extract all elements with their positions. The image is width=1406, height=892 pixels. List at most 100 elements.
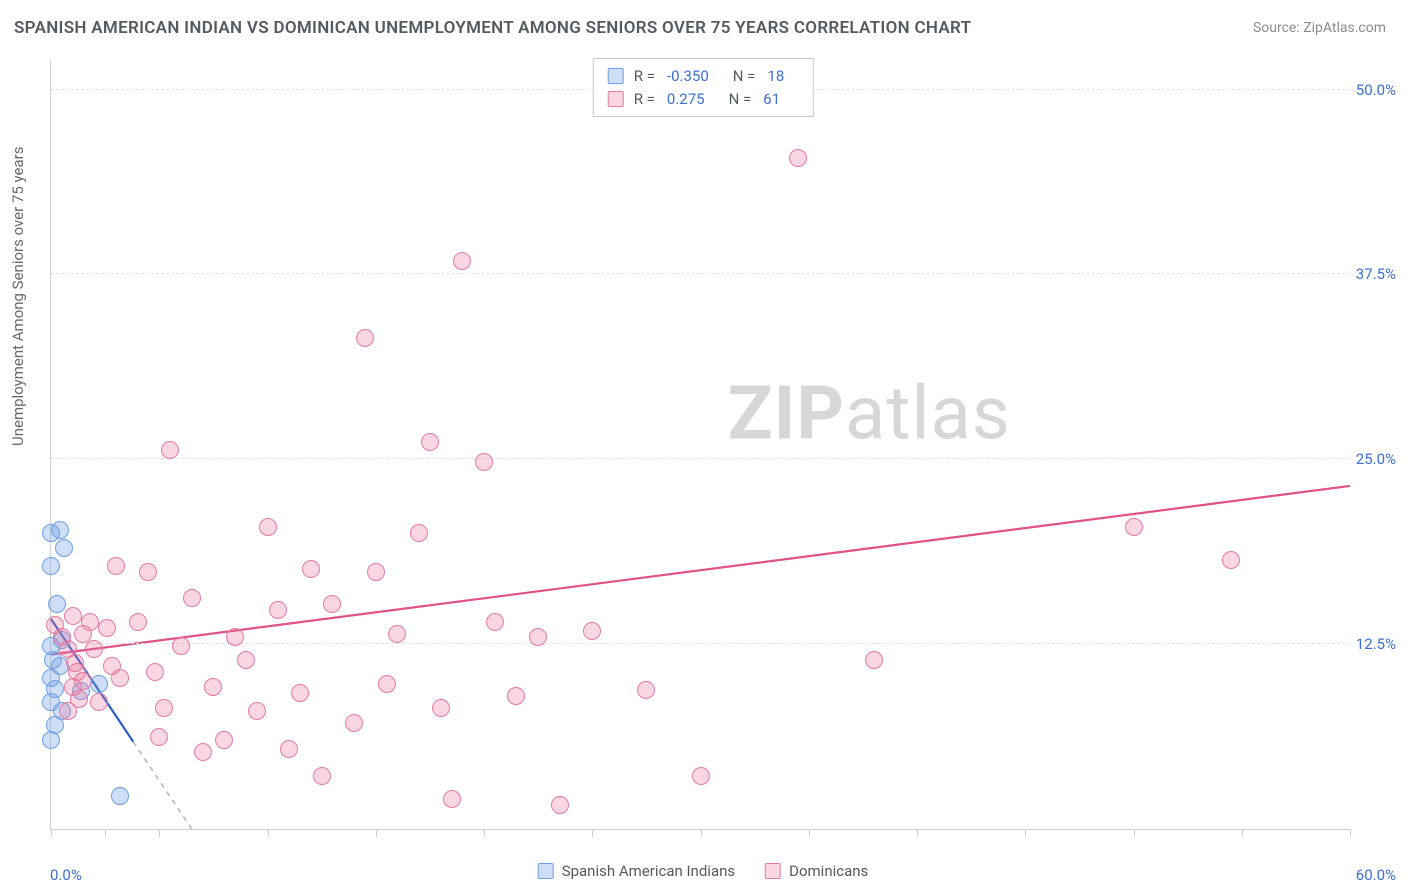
legend-item-sai: Spanish American Indians xyxy=(538,862,735,880)
gridline-h xyxy=(51,458,1350,459)
correlation-chart: SPANISH AMERICAN INDIAN VS DOMINICAN UNE… xyxy=(0,0,1406,892)
series-legend: Spanish American Indians Dominicans xyxy=(538,862,869,880)
data-point-dom xyxy=(789,149,807,167)
data-point-dom xyxy=(64,607,82,625)
x-tick xyxy=(484,829,485,837)
stats-row-sai: R = -0.350 N = 18 xyxy=(608,65,799,88)
data-point-dom xyxy=(215,731,233,749)
data-point-dom xyxy=(475,453,493,471)
data-point-dom xyxy=(443,790,461,808)
y-tick-label: 37.5% xyxy=(1356,265,1396,283)
data-point-sai xyxy=(90,675,108,693)
x-tick xyxy=(1242,829,1243,837)
n-value-dom: 61 xyxy=(763,88,780,111)
r-label: R = xyxy=(634,88,655,111)
data-point-dom xyxy=(226,628,244,646)
r-label: R = xyxy=(634,65,655,88)
data-point-dom xyxy=(139,563,157,581)
x-tick xyxy=(1025,829,1026,837)
x-tick xyxy=(809,829,810,837)
swatch-dom xyxy=(608,91,624,107)
data-point-dom xyxy=(81,613,99,631)
data-point-dom xyxy=(486,613,504,631)
y-axis-label: Unemployment Among Seniors over 75 years xyxy=(9,147,27,446)
data-point-dom xyxy=(248,702,266,720)
data-point-sai xyxy=(42,731,60,749)
data-point-dom xyxy=(583,622,601,640)
x-tick xyxy=(159,829,160,837)
r-value-sai: -0.350 xyxy=(667,65,709,88)
data-point-dom xyxy=(345,714,363,732)
stats-legend: R = -0.350 N = 18 R = 0.275 N = 61 xyxy=(593,58,814,117)
gridline-h xyxy=(51,643,1350,644)
data-point-dom xyxy=(155,699,173,717)
swatch-sai xyxy=(538,863,554,879)
r-value-dom: 0.275 xyxy=(667,88,705,111)
data-point-sai xyxy=(55,539,73,557)
trend-lines xyxy=(51,60,1350,829)
data-point-dom xyxy=(98,619,116,637)
x-tick xyxy=(592,829,593,837)
source-label: Source: ZipAtlas.com xyxy=(1253,20,1386,36)
data-point-dom xyxy=(453,252,471,270)
data-point-dom xyxy=(865,651,883,669)
data-point-dom xyxy=(323,595,341,613)
data-point-dom xyxy=(302,560,320,578)
data-point-dom xyxy=(692,767,710,785)
swatch-dom xyxy=(765,863,781,879)
data-point-dom xyxy=(111,669,129,687)
data-point-dom xyxy=(529,628,547,646)
gridline-h xyxy=(51,273,1350,274)
plot-area: ZIPatlas xyxy=(50,60,1350,830)
data-point-dom xyxy=(150,728,168,746)
x-tick xyxy=(268,829,269,837)
data-point-dom xyxy=(432,699,450,717)
y-tick-label: 12.5% xyxy=(1356,635,1396,653)
data-point-dom xyxy=(194,743,212,761)
data-point-dom xyxy=(85,640,103,658)
y-tick-label: 25.0% xyxy=(1356,450,1396,468)
x-tick xyxy=(917,829,918,837)
y-tick-label: 50.0% xyxy=(1356,81,1396,99)
x-axis-max-label: 60.0% xyxy=(1356,866,1396,884)
data-point-dom xyxy=(129,613,147,631)
data-point-dom xyxy=(637,681,655,699)
data-point-dom xyxy=(507,687,525,705)
chart-title: SPANISH AMERICAN INDIAN VS DOMINICAN UNE… xyxy=(14,18,971,38)
legend-item-dom: Dominicans xyxy=(765,862,868,880)
data-point-dom xyxy=(378,675,396,693)
x-tick xyxy=(701,829,702,837)
n-value-sai: 18 xyxy=(767,65,784,88)
data-point-sai xyxy=(42,557,60,575)
data-point-dom xyxy=(313,767,331,785)
data-point-dom xyxy=(280,740,298,758)
x-tick xyxy=(105,829,106,837)
data-point-dom xyxy=(551,796,569,814)
data-point-dom xyxy=(1125,518,1143,536)
x-tick xyxy=(1350,829,1351,837)
data-point-dom xyxy=(367,563,385,581)
data-point-dom xyxy=(356,329,374,347)
data-point-dom xyxy=(1222,551,1240,569)
data-point-dom xyxy=(172,637,190,655)
data-point-dom xyxy=(107,557,125,575)
data-point-dom xyxy=(410,524,428,542)
data-point-dom xyxy=(291,684,309,702)
x-tick xyxy=(1134,829,1135,837)
data-point-sai xyxy=(48,595,66,613)
legend-label-sai: Spanish American Indians xyxy=(562,862,735,880)
legend-label-dom: Dominicans xyxy=(789,862,868,880)
data-point-sai xyxy=(111,787,129,805)
x-axis-min-label: 0.0% xyxy=(50,866,82,884)
data-point-dom xyxy=(146,663,164,681)
x-tick xyxy=(51,829,52,837)
data-point-dom xyxy=(183,589,201,607)
data-point-dom xyxy=(204,678,222,696)
n-label: N = xyxy=(733,65,756,88)
stats-row-dom: R = 0.275 N = 61 xyxy=(608,88,799,111)
data-point-dom xyxy=(237,651,255,669)
data-point-dom xyxy=(59,702,77,720)
swatch-sai xyxy=(608,68,624,84)
data-point-sai xyxy=(51,521,69,539)
x-tick xyxy=(376,829,377,837)
